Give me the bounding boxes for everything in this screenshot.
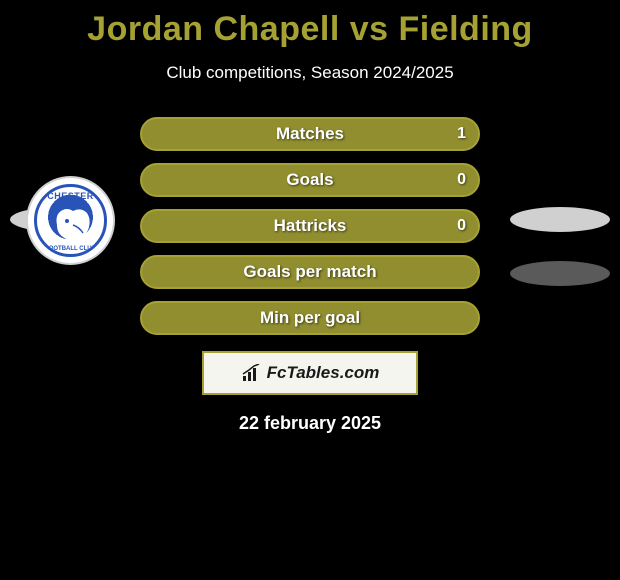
stat-row: Goals 0 bbox=[140, 163, 480, 197]
stat-right-value: 1 bbox=[457, 125, 466, 143]
footer-date: 22 february 2025 bbox=[0, 413, 620, 434]
stat-label: Goals per match bbox=[243, 262, 376, 282]
stat-row: Goals per match bbox=[140, 255, 480, 289]
right-placeholder-oval-1 bbox=[510, 207, 610, 232]
wolf-icon bbox=[51, 205, 96, 245]
stat-row: Hattricks 0 bbox=[140, 209, 480, 243]
club-badge-inner: CHESTER FOOTBALL CLUB bbox=[34, 184, 107, 257]
stat-label: Hattricks bbox=[274, 216, 347, 236]
club-badge: CHESTER FOOTBALL CLUB bbox=[28, 178, 113, 263]
stat-row: Matches 1 bbox=[140, 117, 480, 151]
page-title: Jordan Chapell vs Fielding bbox=[0, 0, 620, 49]
stat-label: Matches bbox=[276, 124, 344, 144]
stat-right-value: 0 bbox=[457, 217, 466, 235]
stat-label: Min per goal bbox=[260, 308, 360, 328]
stat-right-value: 0 bbox=[457, 171, 466, 189]
badge-top-text: CHESTER bbox=[37, 191, 104, 201]
page-subtitle: Club competitions, Season 2024/2025 bbox=[0, 63, 620, 83]
stat-label: Goals bbox=[286, 170, 333, 190]
right-placeholder-oval-2 bbox=[510, 261, 610, 286]
bar-chart-icon bbox=[241, 364, 263, 382]
attribution-box: FcTables.com bbox=[202, 351, 418, 395]
attribution-label: FcTables.com bbox=[267, 363, 380, 383]
stat-row: Min per goal bbox=[140, 301, 480, 335]
attribution-content: FcTables.com bbox=[241, 363, 380, 383]
badge-bottom-text: FOOTBALL CLUB bbox=[37, 246, 104, 252]
